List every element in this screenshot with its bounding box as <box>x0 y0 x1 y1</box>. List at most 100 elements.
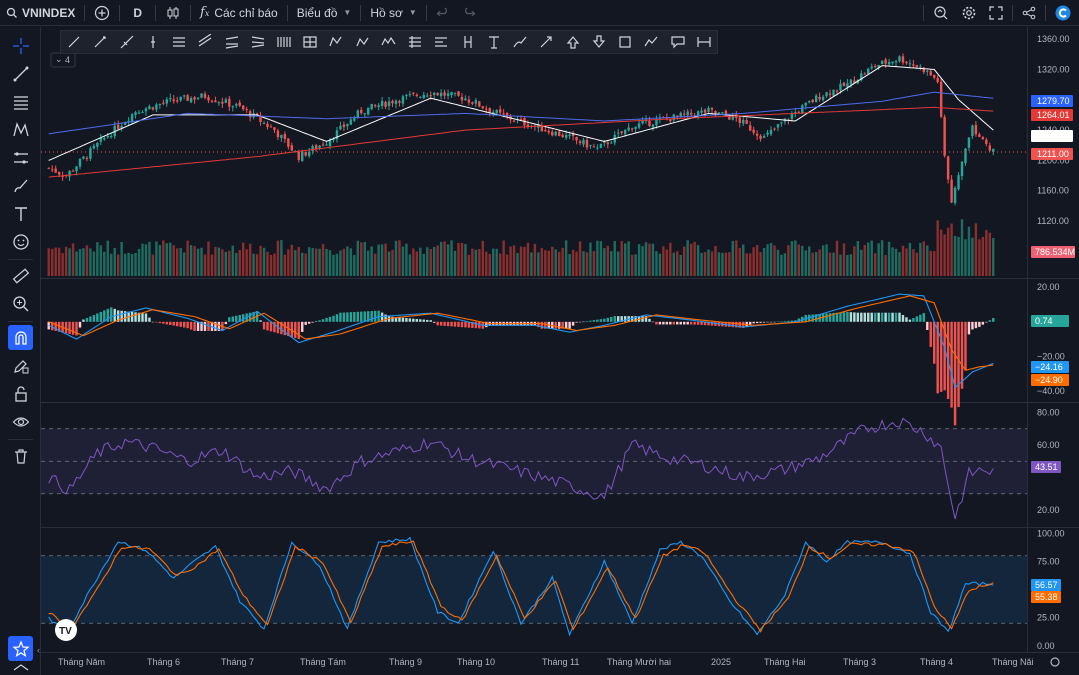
volume-bar <box>617 251 620 276</box>
forecast-icon <box>12 149 30 167</box>
price-range-tool-button[interactable] <box>691 31 717 53</box>
candle-body <box>196 97 200 99</box>
parallel-channel-tool-button[interactable] <box>166 31 192 53</box>
macd-value-text: 0.74 <box>1035 316 1053 326</box>
rsi-pane[interactable]: 80.00 60.00 20.00 43.51 <box>41 408 1061 520</box>
volume-bar <box>54 247 57 276</box>
trend-line-tool-button[interactable] <box>61 31 87 53</box>
macd-histogram-bar <box>269 321 273 332</box>
symbol-search[interactable]: VNINDEX <box>0 0 81 26</box>
remove-drawings-tool[interactable] <box>8 443 33 468</box>
volume-bar <box>769 243 773 276</box>
macd-histogram-bar <box>137 312 141 322</box>
fib-tool[interactable] <box>8 89 33 114</box>
regression-trend-tool-button[interactable] <box>192 31 218 53</box>
macd-histogram-bar <box>919 314 922 322</box>
macd-histogram-bar <box>342 312 346 322</box>
fib-retracement-tool-button[interactable] <box>376 31 402 53</box>
volume-bar <box>457 243 460 276</box>
arrow-tool-button[interactable] <box>507 31 533 53</box>
interval-button[interactable]: D <box>133 5 143 20</box>
redo-button[interactable] <box>456 0 482 26</box>
fib-extension-tool-button[interactable] <box>402 31 428 53</box>
crosshair-tool[interactable] <box>8 33 33 58</box>
trend-line-tool[interactable] <box>8 61 33 86</box>
undo-button[interactable] <box>430 0 456 26</box>
time-axis-settings-button[interactable] <box>1050 657 1060 667</box>
candle-body <box>141 112 144 114</box>
volume-bar <box>919 242 922 276</box>
macd-histogram-bar <box>294 321 297 339</box>
share-button[interactable] <box>1016 0 1042 26</box>
pitchfork-tool-button[interactable] <box>245 31 271 53</box>
brush-tool-button[interactable] <box>481 31 507 53</box>
favorites-button[interactable] <box>8 636 33 661</box>
extended-line-tool-button[interactable] <box>113 31 139 53</box>
arrow-down-icon <box>566 36 579 49</box>
hide-drawings-tool[interactable] <box>8 409 33 434</box>
candle-body <box>867 68 870 75</box>
candle-body <box>373 105 377 107</box>
indicators-button[interactable]: fx Các chỉ báo <box>194 0 284 26</box>
lock-all-tool[interactable] <box>8 381 33 406</box>
macd-histogram-bar <box>346 312 349 322</box>
rectangle-tool-button[interactable] <box>586 31 612 53</box>
profile-menu-button[interactable]: Hồ sơ ▼ <box>364 0 422 26</box>
path-tool-button[interactable] <box>612 31 638 53</box>
chart-menu-button[interactable]: Biểu đồ ▼ <box>291 0 358 26</box>
time-tick-label: Tháng 9 <box>389 657 422 667</box>
text-tool-tool-button[interactable] <box>455 31 481 53</box>
macd-pane[interactable]: 20.00 −20.00 −40.00 0.74 −24.16 −24.90 <box>47 282 1069 426</box>
volume-bar <box>370 246 373 276</box>
text-tool[interactable] <box>8 201 33 226</box>
macd-histogram-bar <box>280 321 283 335</box>
macd-histogram-bar <box>99 311 103 322</box>
macd-histogram-bar <box>967 321 971 335</box>
object-tree-button[interactable] <box>8 662 33 674</box>
gear-icon <box>1050 657 1060 667</box>
compare-button[interactable] <box>88 0 116 26</box>
volume-bar <box>196 248 200 276</box>
emoji-tool[interactable] <box>8 229 33 254</box>
xabcd-pattern-tool-button[interactable] <box>297 31 323 53</box>
fullscreen-button[interactable] <box>983 0 1009 26</box>
candle-body <box>401 96 405 104</box>
settings-button[interactable] <box>955 0 983 26</box>
abcd-pattern-tool-button[interactable] <box>323 31 349 53</box>
elliott-wave-tool-button[interactable] <box>350 31 376 53</box>
macd-histogram-bar <box>266 321 269 331</box>
gann-box-tool-button[interactable] <box>271 31 297 53</box>
magnet-mode-toggle[interactable] <box>8 325 33 350</box>
macd-histogram-bar <box>391 316 394 322</box>
vertical-line-tool-button[interactable] <box>140 31 166 53</box>
legend-toggle[interactable]: ⌄ 4 <box>50 52 76 68</box>
long-position-tool-button[interactable] <box>428 31 454 53</box>
candle-body <box>217 102 221 104</box>
date-range-tool-button[interactable] <box>664 31 690 53</box>
arrow-down-tool-button[interactable] <box>559 31 585 53</box>
collapse-arrow-icon[interactable]: ‹ <box>37 645 40 655</box>
macd-histogram-bar <box>436 321 439 326</box>
lock-drawing-tool[interactable] <box>8 353 33 378</box>
quick-search-button[interactable] <box>927 0 955 26</box>
candle-body <box>828 93 832 95</box>
flat-top-tool-button[interactable] <box>218 31 244 53</box>
stoch-k-line <box>48 536 994 637</box>
time-axis[interactable]: Tháng Năm Tháng 6 Tháng 7 Tháng Tám Tháng 9 T… <box>58 657 1034 667</box>
price-pane[interactable]: 1360.001320.001280.001240.001200.001160.… <box>41 34 1075 276</box>
ray-tool-button[interactable] <box>87 31 113 53</box>
zoom-tool[interactable] <box>8 291 33 316</box>
chart-style-button[interactable] <box>159 0 187 26</box>
measure-tool[interactable] <box>8 263 33 288</box>
forecasting-tool[interactable] <box>8 145 33 170</box>
volume-bar <box>412 248 415 276</box>
callout-tool-button[interactable] <box>638 31 664 53</box>
candle-body <box>498 109 502 113</box>
arrow-up-tool-button[interactable] <box>533 31 559 53</box>
volume-bar <box>158 245 162 276</box>
patterns-tool[interactable] <box>8 117 33 142</box>
brush-tool[interactable] <box>8 173 33 198</box>
